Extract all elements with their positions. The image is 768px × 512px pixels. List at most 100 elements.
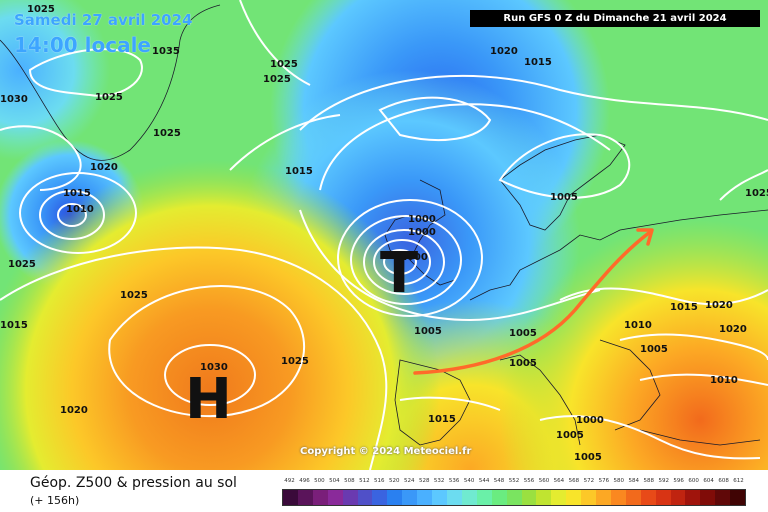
scale-value-label: 528 xyxy=(418,478,430,484)
pressure-label: 1015 xyxy=(428,414,456,425)
scale-value-label: 540 xyxy=(463,478,475,484)
isobar-high-1 xyxy=(164,344,256,406)
pressure-label: 1025 xyxy=(8,259,36,270)
pressure-label: 1020 xyxy=(719,324,747,335)
scale-color-swatch xyxy=(521,490,537,505)
legend-subtitle: (+ 156h) xyxy=(30,494,80,507)
isobar-low-1 xyxy=(383,249,417,275)
pressure-label: 1000 xyxy=(400,252,428,263)
scale-color-swatch xyxy=(357,490,373,505)
pressure-label: 1025 xyxy=(120,290,148,301)
scale-color-swatch xyxy=(670,490,686,505)
coast-ireland xyxy=(384,214,411,261)
color-scale-labels: 492 496 500 504 508 512 516 520 524 528 532 536 540 5… xyxy=(282,478,746,487)
scale-color-swatch xyxy=(566,490,582,505)
scale-value-label: 508 xyxy=(344,478,355,484)
pressure-label: 1015 xyxy=(0,320,28,331)
scale-color-swatch xyxy=(432,490,447,505)
isobar-low-4 xyxy=(350,215,462,305)
isobar-west-low-1 xyxy=(57,203,87,227)
scale-color-swatch xyxy=(551,490,567,505)
scale-color-swatch xyxy=(506,490,522,505)
isobar-top-1025 xyxy=(239,0,311,86)
scale-value-label: 520 xyxy=(389,478,400,484)
coast-greenland xyxy=(0,4,221,161)
coastlines xyxy=(0,4,768,446)
coast-continent xyxy=(469,209,768,301)
scale-value-label: 516 xyxy=(374,478,385,484)
isobar-low-5 xyxy=(337,199,483,317)
isobar-mid-1020 xyxy=(229,114,341,171)
scale-color-swatch xyxy=(596,490,611,505)
legend-title: Géop. Z500 & pression au sol xyxy=(30,475,237,491)
pressure-label: 1010 xyxy=(710,375,738,386)
pressure-label: 1025 xyxy=(153,128,181,139)
pressure-label: 1010 xyxy=(624,320,652,331)
isobar-east-1020 xyxy=(619,333,768,361)
coast-turkey xyxy=(639,429,761,446)
scale-value-label: 564 xyxy=(553,478,565,484)
scale-value-label: 580 xyxy=(613,478,625,484)
pressure-label: 1025 xyxy=(270,59,298,70)
scale-value-label: 592 xyxy=(658,478,669,484)
forecast-time: 14:00 locale xyxy=(14,33,151,57)
forecast-arrow xyxy=(413,230,652,375)
isobar-east-1010 xyxy=(639,373,768,386)
scale-value-label: 532 xyxy=(433,478,445,484)
scale-value-label: 500 xyxy=(314,478,325,484)
scale-color-swatch xyxy=(476,490,492,505)
pressure-label: 1005 xyxy=(414,326,442,337)
scale-color-swatch xyxy=(387,490,403,505)
scale-color-swatch xyxy=(610,490,626,505)
scale-color-swatch xyxy=(625,490,641,505)
scale-value-label: 512 xyxy=(359,478,370,484)
pressure-label: 1005 xyxy=(574,452,602,463)
scale-color-swatch xyxy=(461,490,477,505)
isobar-scandinavia xyxy=(498,133,631,199)
model-run-label: Run GFS 0 Z du Dimanche 21 avril 2024 xyxy=(470,10,760,27)
pressure-label: 1000 xyxy=(408,227,436,238)
pressure-label: 1020 xyxy=(705,300,733,311)
scale-color-swatch xyxy=(417,490,433,505)
pressure-label: 1020 xyxy=(490,46,518,57)
scale-color-swatch xyxy=(283,490,298,505)
scale-value-label: 556 xyxy=(523,478,535,484)
pressure-label: 1015 xyxy=(670,302,698,313)
pressure-label: 1025 xyxy=(27,4,55,15)
scale-value-label: 548 xyxy=(493,478,505,484)
scale-color-swatch xyxy=(372,490,388,505)
scale-color-swatch xyxy=(297,490,313,505)
pressure-label: 1005 xyxy=(550,192,578,203)
pressure-label: 1015 xyxy=(524,57,552,68)
scale-value-label: 568 xyxy=(568,478,580,484)
scale-color-swatch xyxy=(581,490,597,505)
isobar-iberia-1015 xyxy=(399,396,501,411)
scale-value-label: 504 xyxy=(329,478,340,484)
isobar-west-low-2 xyxy=(39,190,105,240)
isobar-low-2 xyxy=(373,239,431,285)
scale-value-label: 536 xyxy=(448,478,460,484)
pressure-label: 1025 xyxy=(95,92,123,103)
coast-iberia xyxy=(394,359,471,446)
scale-value-label: 572 xyxy=(583,478,595,484)
pressure-label: 1020 xyxy=(90,162,118,173)
scale-color-swatch xyxy=(342,490,358,505)
isobar-west-1020 xyxy=(0,125,82,191)
coast-balkans xyxy=(599,339,661,431)
isobar-1025 xyxy=(0,246,388,470)
pressure-label: 1000 xyxy=(408,214,436,225)
pressure-labels: 1025 1035 1025 1025 1030 1025 1020 1015 … xyxy=(0,4,768,463)
scale-color-swatch xyxy=(730,490,746,505)
pressure-label: 1020 xyxy=(60,405,88,416)
legend-footer: Géop. Z500 & pression au sol (+ 156h) 49… xyxy=(0,470,768,512)
scale-color-swatch xyxy=(700,490,716,505)
scale-color-swatch xyxy=(312,490,328,505)
pressure-label: 1015 xyxy=(285,166,313,177)
isobar-central-1005 xyxy=(299,209,601,322)
scale-color-swatch xyxy=(536,490,552,505)
pressure-label: 1005 xyxy=(640,344,668,355)
pressure-label: 1005 xyxy=(509,358,537,369)
scale-value-label: 588 xyxy=(643,478,654,484)
coast-italy xyxy=(499,354,581,446)
